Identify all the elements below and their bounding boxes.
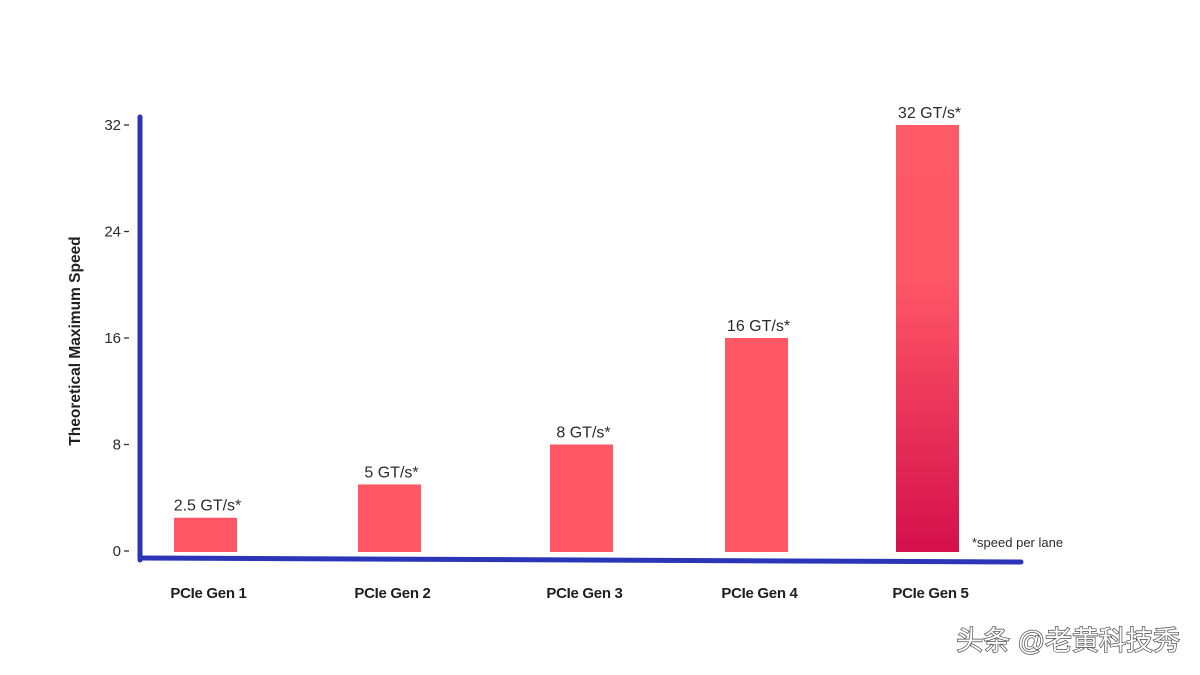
x-axis-line	[137, 555, 1024, 565]
bar-value-label: 32 GT/s*	[898, 105, 961, 122]
y-tick-label: 32	[104, 117, 121, 134]
bar-value-label: 2.5 GT/s*	[174, 498, 242, 515]
bar-3	[550, 444, 613, 552]
y-tick-label: 0	[113, 543, 121, 560]
bar-2	[358, 484, 421, 552]
bars	[174, 125, 959, 552]
category-label: PCIe Gen 2	[354, 585, 430, 602]
y-axis-label: Theoretical Maximum Speed	[67, 236, 84, 445]
bar-value-label: 5 GT/s*	[364, 464, 418, 481]
category-label: PCIe Gen 4	[721, 585, 798, 602]
y-axis-ticks: 0 8 16 24 32	[104, 117, 129, 560]
category-labels: PCIe Gen 1 PCIe Gen 2 PCIe Gen 3 PCIe Gen 4…	[170, 585, 969, 602]
y-tick-label: 16	[104, 330, 121, 347]
footnote: *speed per lane	[972, 535, 1063, 550]
bar-1	[174, 517, 237, 552]
category-label: PCIe Gen 5	[892, 585, 968, 602]
watermark: 头条 @老黄科技秀	[956, 626, 1180, 656]
bar-4	[725, 338, 788, 552]
bar-5	[896, 125, 959, 552]
y-tick-label: 24	[104, 224, 121, 241]
value-labels: 2.5 GT/s* 5 GT/s* 8 GT/s* 16 GT/s* 32 GT/s*	[174, 105, 961, 515]
y-tick-label: 8	[113, 437, 121, 454]
bar-value-label: 16 GT/s*	[727, 318, 790, 335]
bar-value-label: 8 GT/s*	[556, 425, 610, 442]
category-label: PCIe Gen 1	[170, 585, 246, 602]
category-label: PCIe Gen 3	[546, 585, 622, 602]
